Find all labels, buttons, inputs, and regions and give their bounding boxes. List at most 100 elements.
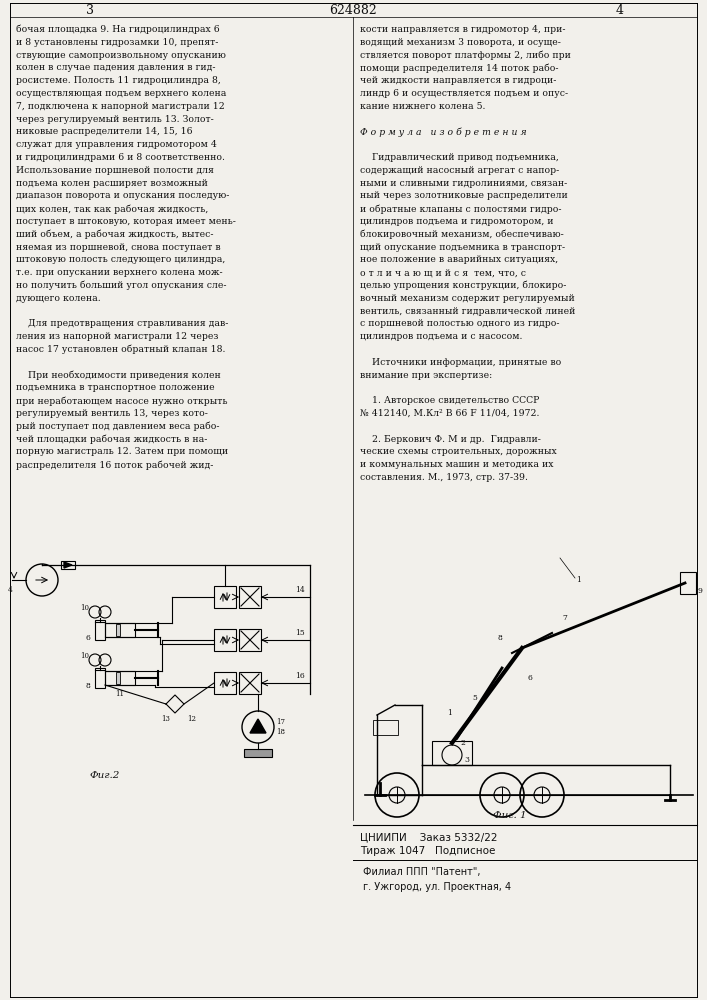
Text: содержащий насосный агрегат с напор-: содержащий насосный агрегат с напор-: [360, 166, 559, 175]
Text: линдр 6 и осуществляется подъем и опус-: линдр 6 и осуществляется подъем и опус-: [360, 89, 568, 98]
Text: ческие схемы строительных, дорожных: ческие схемы строительных, дорожных: [360, 447, 556, 456]
Text: 14: 14: [295, 586, 305, 594]
Text: 6: 6: [527, 674, 532, 682]
Text: 16: 16: [295, 672, 305, 680]
Text: № 412140, М.Кл² В 66 F 11/04, 1972.: № 412140, М.Кл² В 66 F 11/04, 1972.: [360, 409, 539, 418]
Text: о т л и ч а ю щ и й с я  тем, что, с: о т л и ч а ю щ и й с я тем, что, с: [360, 268, 526, 277]
Text: 11: 11: [115, 690, 124, 698]
Bar: [61, 561, 75, 569]
Text: водящий механизм 3 поворота, и осуще-: водящий механизм 3 поворота, и осуще-: [360, 38, 561, 47]
Text: няемая из поршневой, снова поступает в: няемая из поршневой, снова поступает в: [16, 243, 221, 252]
Text: щих колен, так как рабочая жидкость,: щих колен, так как рабочая жидкость,: [16, 204, 209, 214]
Bar: [432, 741, 472, 765]
Text: ствующие самопроизвольному опусканию: ствующие самопроизвольному опусканию: [16, 51, 226, 60]
Text: цилиндров подъема и с насосом.: цилиндров подъема и с насосом.: [360, 332, 522, 341]
Text: диапазон поворота и опускания последую-: диапазон поворота и опускания последую-: [16, 191, 229, 200]
Text: Ф о р м у л а   и з о б р е т е н и я: Ф о р м у л а и з о б р е т е н и я: [360, 127, 527, 137]
Bar: [239, 672, 261, 694]
Text: и 8 установлены гидрозамки 10, препят-: и 8 установлены гидрозамки 10, препят-: [16, 38, 218, 47]
Bar: [214, 629, 236, 651]
Polygon shape: [250, 719, 266, 733]
Text: чей жидкости направляется в гидроци-: чей жидкости направляется в гидроци-: [360, 76, 556, 85]
Bar: [116, 624, 120, 636]
Text: 18: 18: [276, 728, 285, 736]
Text: ший объем, а рабочая жидкость, вытес-: ший объем, а рабочая жидкость, вытес-: [16, 230, 214, 239]
Text: порную магистраль 12. Затем при помощи: порную магистраль 12. Затем при помощи: [16, 447, 228, 456]
Text: 3: 3: [464, 756, 469, 764]
Text: росистеме. Полость 11 гидроцилиндра 8,: росистеме. Полость 11 гидроцилиндра 8,: [16, 76, 221, 85]
Text: распределителя 16 поток рабочей жид-: распределителя 16 поток рабочей жид-: [16, 460, 214, 470]
Text: осуществляющая подъем верхнего колена: осуществляющая подъем верхнего колена: [16, 89, 226, 98]
Text: 2. Беркович Ф. М и др.  Гидравли-: 2. Беркович Ф. М и др. Гидравли-: [360, 435, 541, 444]
Bar: [239, 629, 261, 651]
Text: 4: 4: [616, 3, 624, 16]
Text: 624882: 624882: [329, 3, 377, 16]
Text: 10: 10: [80, 604, 89, 612]
Text: 2: 2: [460, 739, 465, 747]
Text: щий опускание подъемника в транспорт-: щий опускание подъемника в транспорт-: [360, 243, 565, 252]
Text: Тираж 1047   Подписное: Тираж 1047 Подписное: [360, 846, 496, 856]
Text: 8: 8: [497, 634, 502, 642]
Text: 10: 10: [80, 652, 89, 660]
Text: 7: 7: [562, 614, 567, 622]
Text: блокировочный механизм, обеспечиваю-: блокировочный механизм, обеспечиваю-: [360, 230, 563, 239]
Text: г. Ужгород, ул. Проектная, 4: г. Ужгород, ул. Проектная, 4: [363, 882, 511, 892]
Text: помощи распределителя 14 поток рабо-: помощи распределителя 14 поток рабо-: [360, 63, 559, 73]
Text: и обратные клапаны с полостями гидро-: и обратные клапаны с полостями гидро-: [360, 204, 561, 214]
Bar: [680, 572, 696, 594]
Text: 1. Авторское свидетельство СССР: 1. Авторское свидетельство СССР: [360, 396, 539, 405]
Bar: [105, 671, 135, 685]
Text: Филиал ППП "Патент",: Филиал ППП "Патент",: [363, 867, 481, 877]
Text: служат для управления гидромотором 4: служат для управления гидромотором 4: [16, 140, 217, 149]
Text: 4: 4: [8, 586, 13, 594]
Text: но получить больший угол опускания сле-: но получить больший угол опускания сле-: [16, 281, 226, 290]
Bar: [214, 586, 236, 608]
Text: составления. М., 1973, стр. 37-39.: составления. М., 1973, стр. 37-39.: [360, 473, 528, 482]
Text: 1: 1: [447, 709, 452, 717]
Text: ный через золотниковые распределители: ный через золотниковые распределители: [360, 191, 568, 200]
Polygon shape: [64, 562, 72, 568]
Bar: [214, 672, 236, 694]
Text: внимание при экспертизе:: внимание при экспертизе:: [360, 371, 492, 380]
Text: 17: 17: [276, 718, 285, 726]
Text: регулируемый вентиль 13, через кото-: регулируемый вентиль 13, через кото-: [16, 409, 208, 418]
Bar: [373, 720, 397, 734]
Text: поступает в штоковую, которая имеет мень-: поступает в штоковую, которая имеет мень…: [16, 217, 236, 226]
Text: цилиндров подъема и гидромотором, и: цилиндров подъема и гидромотором, и: [360, 217, 554, 226]
Text: целью упрощения конструкции, блокиро-: целью упрощения конструкции, блокиро-: [360, 281, 566, 290]
Bar: [239, 586, 261, 608]
Text: 15: 15: [295, 629, 305, 637]
Text: с поршневой полостью одного из гидро-: с поршневой полостью одного из гидро-: [360, 319, 559, 328]
Bar: [105, 623, 135, 637]
Text: насос 17 установлен обратный клапан 18.: насос 17 установлен обратный клапан 18.: [16, 345, 226, 355]
Bar: [244, 749, 272, 757]
Text: никовые распределители 14, 15, 16: никовые распределители 14, 15, 16: [16, 127, 192, 136]
Text: чей площадки рабочая жидкость в на-: чей площадки рабочая жидкость в на-: [16, 435, 207, 444]
Text: колен в случае падения давления в гид-: колен в случае падения давления в гид-: [16, 63, 216, 72]
Text: при неработающем насосе нужно открыть: при неработающем насосе нужно открыть: [16, 396, 228, 406]
Text: кости направляется в гидромотор 4, при-: кости направляется в гидромотор 4, при-: [360, 25, 566, 34]
Text: кание нижнего колена 5.: кание нижнего колена 5.: [360, 102, 486, 111]
Text: 5: 5: [472, 694, 477, 702]
Text: Использование поршневой полости для: Использование поршневой полости для: [16, 166, 214, 175]
Text: Для предотвращения стравливания дав-: Для предотвращения стравливания дав-: [16, 319, 228, 328]
Text: ствляется поворот платформы 2, либо при: ствляется поворот платформы 2, либо при: [360, 51, 571, 60]
Text: Источники информации, принятые во: Источники информации, принятые во: [360, 358, 561, 367]
Text: 9: 9: [698, 587, 703, 595]
Text: ления из напорной магистрали 12 через: ления из напорной магистрали 12 через: [16, 332, 218, 341]
Text: и гидроцилиндрами 6 и 8 соответственно.: и гидроцилиндрами 6 и 8 соответственно.: [16, 153, 225, 162]
Text: и коммунальных машин и методика их: и коммунальных машин и методика их: [360, 460, 554, 469]
Text: 7, подключена к напорной магистрали 12: 7, подключена к напорной магистрали 12: [16, 102, 225, 111]
Text: 12: 12: [187, 715, 196, 723]
Text: бочая площадка 9. На гидроцилиндрах 6: бочая площадка 9. На гидроцилиндрах 6: [16, 25, 220, 34]
Text: дующего колена.: дующего колена.: [16, 294, 101, 303]
Text: 8: 8: [85, 682, 90, 690]
Text: Фиг.2: Фиг.2: [90, 770, 120, 780]
Text: Гидравлический привод подъемника,: Гидравлический привод подъемника,: [360, 153, 559, 162]
Bar: [95, 668, 105, 688]
Text: вочный механизм содержит регулируемый: вочный механизм содержит регулируемый: [360, 294, 575, 303]
Text: т.е. при опускании верхнего колена мож-: т.е. при опускании верхнего колена мож-: [16, 268, 223, 277]
Bar: [95, 620, 105, 640]
Text: ное положение в аварийных ситуациях,: ное положение в аварийных ситуациях,: [360, 255, 558, 264]
Text: 13: 13: [161, 715, 170, 723]
